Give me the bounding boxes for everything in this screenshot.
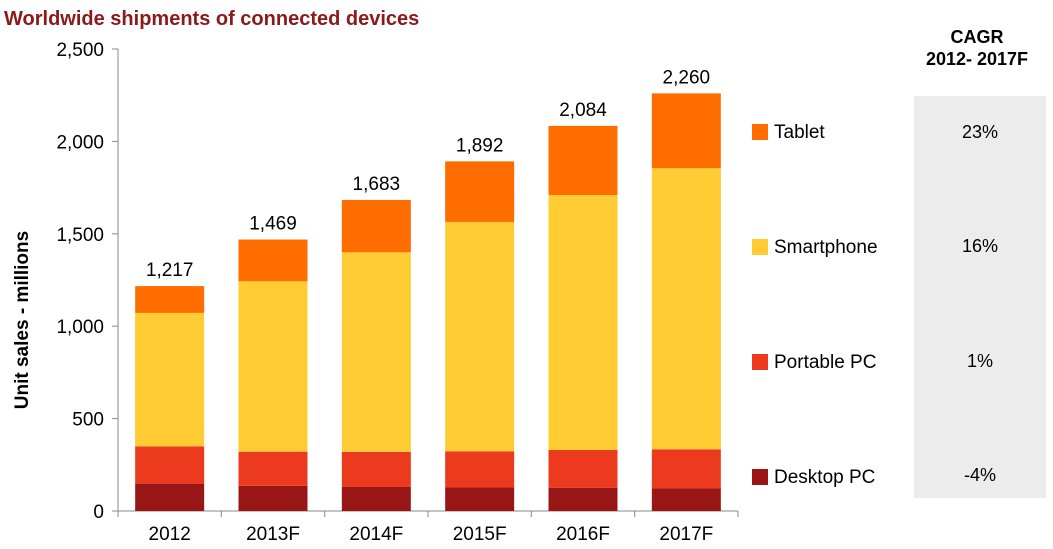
bar-segment-tablet (135, 286, 205, 313)
bar-segment-desktop-pc (445, 487, 515, 511)
y-axis-title: Unit sales - millions (12, 231, 33, 409)
x-tick-label: 2012 (149, 524, 191, 545)
bar-segment-smartphone (651, 168, 721, 450)
bar-segment-smartphone (238, 281, 308, 452)
bar-segment-desktop-pc (238, 485, 308, 511)
legend-swatch-desktop-pc (752, 469, 768, 485)
bar-segment-desktop-pc (651, 488, 721, 511)
bar-segment-desktop-pc (341, 486, 411, 511)
x-tick-label: 2014F (349, 524, 403, 545)
y-tick-label: 2,000 (56, 132, 104, 153)
bar-total-label: 2,084 (559, 100, 607, 121)
bar-segment-portable-pc (238, 451, 308, 486)
bar-segment-smartphone (445, 221, 515, 452)
bar-segment-tablet (341, 199, 411, 253)
bar-segment-desktop-pc (548, 487, 618, 511)
chart-title: Worldwide shipments of connected devices (4, 8, 420, 30)
bar-segment-tablet (238, 239, 308, 282)
bar-segment-portable-pc (135, 446, 205, 484)
bar-segment-tablet (548, 125, 618, 195)
legend-label-smartphone: Smartphone (774, 237, 878, 258)
x-tick-label: 2013F (246, 524, 300, 545)
y-tick-label: 500 (72, 410, 104, 431)
legend-swatch-portable-pc (752, 354, 768, 370)
y-tick-label: 2,500 (56, 40, 104, 61)
cagr-header-line1: CAGR (950, 27, 1004, 47)
bar-segment-tablet (445, 161, 515, 222)
y-tick-label: 0 (93, 502, 104, 523)
legend-swatch-smartphone (752, 239, 768, 255)
legend-swatch-tablet (752, 124, 768, 140)
y-tick-label: 1,000 (56, 317, 104, 338)
y-tick-label: 1,500 (56, 225, 104, 246)
bar-total-label: 1,469 (249, 214, 297, 235)
bar-segment-smartphone (135, 312, 205, 447)
bar-segment-smartphone (548, 194, 618, 451)
bar-total-label: 1,683 (353, 174, 401, 195)
bar-segment-portable-pc (651, 449, 721, 489)
bar-segment-portable-pc (445, 451, 515, 488)
x-tick-label: 2015F (453, 524, 507, 545)
x-tick-label: 2016F (556, 524, 610, 545)
bar-total-label: 1,217 (146, 260, 194, 281)
cagr-value-desktop-pc: -4% (963, 465, 996, 485)
legend-label-tablet: Tablet (774, 122, 825, 143)
bar-segment-portable-pc (548, 450, 618, 488)
cagr-value-portable-pc: 1% (966, 351, 993, 371)
cagr-value-tablet: 23% (961, 122, 999, 142)
bar-total-label: 2,260 (663, 67, 711, 88)
legend-label-portable-pc: Portable PC (774, 352, 877, 373)
cagr-panel (914, 96, 1046, 498)
legend-label-desktop-pc: Desktop PC (774, 467, 876, 488)
bar-total-label: 1,892 (456, 135, 504, 156)
cagr-header-line2: 2012- 2017F (925, 49, 1029, 69)
bar-segment-portable-pc (341, 451, 411, 487)
bar-segment-smartphone (341, 252, 411, 452)
cagr-header: CAGR 2012- 2017F (914, 26, 1040, 70)
bar-segment-desktop-pc (135, 483, 205, 511)
x-tick-label: 2017F (659, 524, 713, 545)
cagr-value-smartphone: 16% (961, 236, 999, 256)
bar-segment-tablet (651, 93, 721, 169)
